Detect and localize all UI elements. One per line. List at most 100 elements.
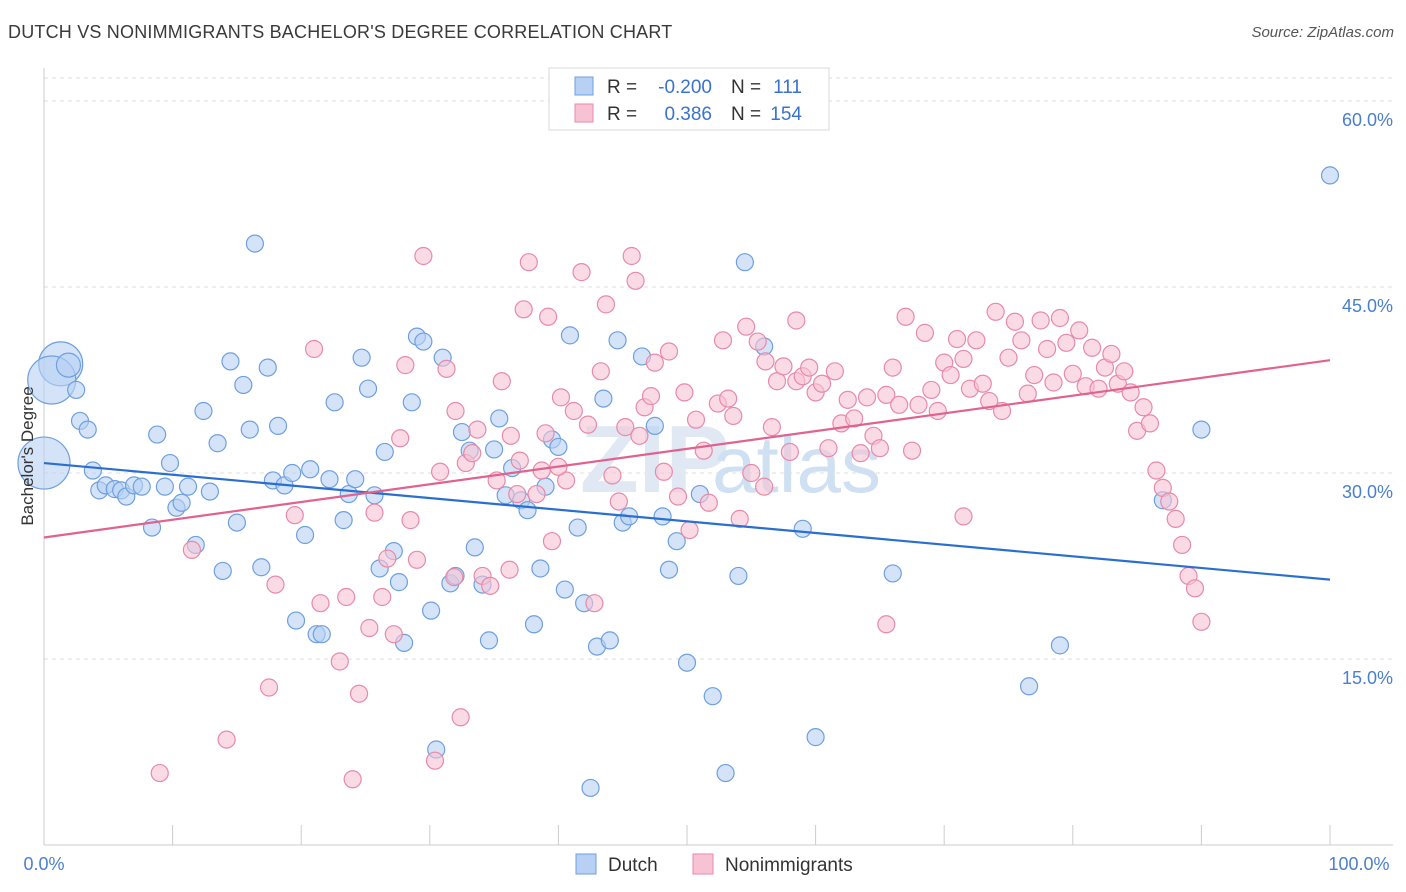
nonimmigrants-point — [713, 331, 733, 350]
nonimmigrants-point — [668, 487, 688, 506]
dutch-point — [568, 518, 587, 537]
x-tick-label-right: 100.0% — [1328, 854, 1389, 874]
nonimmigrants-point — [1050, 308, 1070, 328]
nonimmigrants-point — [699, 493, 718, 512]
nonimmigrants-point — [259, 678, 279, 697]
nonimmigrants-point — [430, 462, 450, 481]
dutch-point — [365, 486, 384, 505]
nonimmigrants-point — [954, 507, 973, 526]
dutch-point — [600, 631, 619, 650]
dutch-point — [320, 470, 339, 489]
nonimmigrants-point — [519, 253, 538, 272]
nonimmigrants-point — [365, 503, 384, 522]
bottom-legend: Dutch Nonimmigrants — [575, 853, 853, 876]
nonimmigrants-point — [337, 587, 356, 607]
nonimmigrants-point — [973, 374, 992, 393]
dutch-point — [55, 352, 82, 378]
nonimmigrants-point — [1102, 344, 1121, 364]
dutch-point — [806, 728, 825, 747]
nonimmigrants-point — [1173, 535, 1192, 555]
dutch-point — [155, 477, 174, 496]
dutch-point — [148, 425, 167, 444]
nonimmigrants-point — [591, 362, 610, 381]
nonimmigrants-point — [468, 420, 487, 439]
dutch-point — [677, 653, 697, 672]
dutch-point — [1019, 677, 1039, 696]
nonimmigrants-point — [719, 389, 738, 408]
legend-n-value-1: 111 — [773, 77, 802, 98]
dutch-point — [301, 460, 320, 479]
dutch-point — [883, 564, 902, 583]
nonimmigrants-point — [928, 401, 947, 421]
nonimmigrants-point — [626, 271, 645, 290]
dutch-point — [549, 437, 568, 457]
nonimmigrants-point — [1031, 311, 1050, 330]
nonimmigrants-point — [654, 462, 673, 481]
nonimmigrants-point — [360, 618, 379, 638]
nonimmigrants-point — [1140, 414, 1160, 433]
nonimmigrants-point — [742, 463, 761, 483]
nonimmigrants-point — [343, 770, 362, 789]
dutch-point — [312, 625, 331, 644]
nonimmigrants-point — [500, 560, 519, 579]
dutch-point — [402, 393, 421, 412]
dutch-point — [490, 409, 509, 428]
nonimmigrants-point — [1044, 373, 1063, 392]
nonimmigrants-point — [909, 395, 928, 414]
dutch-point — [194, 401, 213, 421]
nonimmigrants-point — [890, 395, 909, 414]
dutch-point — [234, 375, 253, 395]
y-tick-label: 15.0% — [1342, 668, 1393, 688]
nonimmigrants-point — [514, 300, 533, 319]
legend-r-value-1: -0.200 — [658, 77, 712, 98]
nonimmigrants-point — [501, 426, 520, 445]
nonimmigrants-point — [349, 684, 369, 703]
nonimmigrants-point — [557, 471, 576, 490]
dutch-point — [358, 379, 378, 398]
nonimmigrants-point — [954, 349, 973, 369]
nonimmigrants-point — [1063, 364, 1082, 383]
nonimmigrants-point — [762, 418, 781, 437]
dutch-point — [283, 463, 302, 483]
dutch-point — [608, 331, 627, 350]
nonimmigrants-point — [536, 424, 555, 443]
nonimmigrants-point — [616, 418, 635, 437]
dutch-point — [346, 470, 365, 489]
nonimmigrants-point — [737, 317, 756, 336]
nonimmigrants-point — [630, 426, 649, 445]
dutch-point — [594, 389, 613, 408]
nonimmigrants-point — [845, 409, 864, 428]
nonimmigrants-point — [659, 342, 679, 361]
nonimmigrants-point — [1160, 492, 1179, 511]
nonimmigrants-point — [596, 295, 616, 314]
nonimmigrants-point — [851, 444, 870, 463]
nonimmigrants-trend-line — [43, 359, 1331, 539]
nonimmigrants-point — [883, 358, 902, 377]
nonimmigrants-point — [603, 466, 622, 485]
chart-source: Source: ZipAtlas.com — [1251, 24, 1394, 41]
nonimmigrants-point — [896, 307, 915, 326]
nonimmigrants-point — [947, 329, 967, 349]
dutch-point — [729, 566, 748, 586]
nonimmigrants-point — [922, 380, 941, 400]
nonimmigrants-point — [857, 388, 877, 407]
nonimmigrants-point — [150, 763, 169, 783]
nonimmigrants-point — [437, 359, 456, 378]
dutch-point — [479, 631, 499, 650]
nonimmigrants-point — [266, 575, 285, 594]
nonimmigrants-point — [730, 509, 749, 528]
legend-n-value-2: 154 — [770, 104, 802, 125]
dutch-point — [667, 532, 686, 551]
nonimmigrants-point — [755, 477, 774, 496]
nonimmigrants-point — [915, 323, 935, 342]
bottom-legend-nonimmigrants: Nonimmigrants — [725, 855, 853, 876]
y-tick-label: 60.0% — [1342, 110, 1393, 130]
y-axis-label: Bachelor's Degree — [18, 386, 37, 525]
dutch-point — [172, 493, 191, 512]
nonimmigrants-point — [967, 331, 986, 350]
bottom-legend-swatch-dutch — [575, 853, 597, 875]
nonimmigrants-point — [391, 429, 410, 448]
nonimmigrants-point — [622, 246, 641, 266]
dutch-point — [716, 763, 735, 783]
